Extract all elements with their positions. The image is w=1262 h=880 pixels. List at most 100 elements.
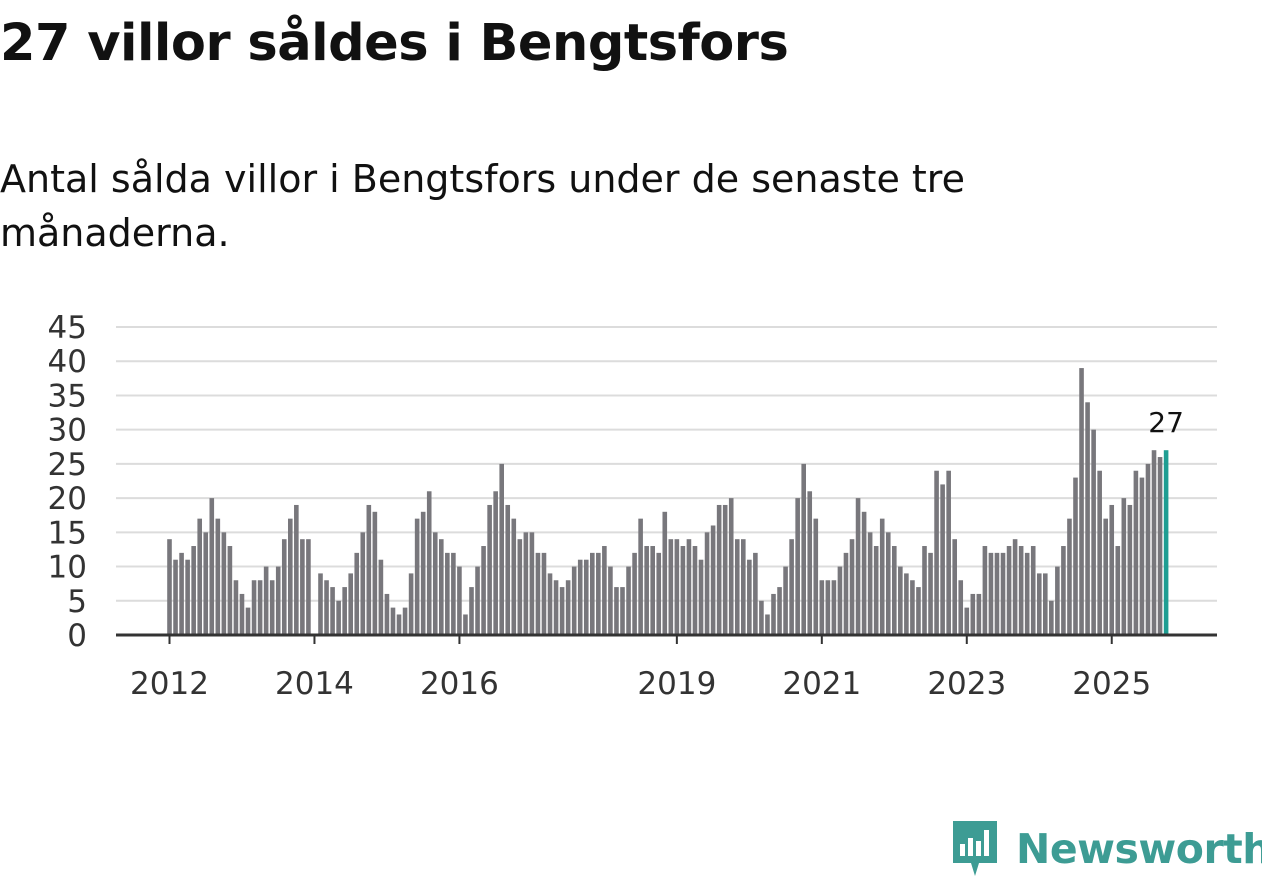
x-tick-label: 2019 <box>637 666 716 702</box>
bar <box>408 573 414 635</box>
bar <box>221 532 227 635</box>
bar <box>257 580 263 635</box>
bar <box>402 607 408 635</box>
bar <box>922 546 927 635</box>
bar <box>475 566 480 635</box>
bar <box>807 491 813 635</box>
bar <box>505 504 511 635</box>
bar <box>426 491 432 635</box>
bar <box>1091 429 1096 635</box>
bar <box>499 463 504 635</box>
bar <box>469 587 474 635</box>
bar <box>662 511 668 635</box>
chart-subtitle: Antal sålda villor i Bengtsfors under de… <box>0 157 965 255</box>
newsworthy-logo-icon <box>953 821 997 876</box>
bar <box>378 559 384 635</box>
bar <box>698 559 704 635</box>
bar <box>445 552 450 635</box>
bar <box>167 539 172 635</box>
bar <box>795 498 800 635</box>
bar <box>390 607 396 635</box>
bar <box>1151 450 1157 635</box>
bar <box>674 539 680 635</box>
bar <box>571 566 577 635</box>
x-tick-label: 2012 <box>130 666 209 702</box>
bar <box>976 593 982 635</box>
bar <box>885 532 891 635</box>
bar <box>1121 498 1127 635</box>
bar <box>970 593 976 635</box>
bar <box>559 587 565 635</box>
bar <box>553 580 559 635</box>
bar <box>1157 457 1163 635</box>
bar <box>251 580 257 635</box>
bar <box>928 552 933 635</box>
bar <box>185 559 190 635</box>
bar <box>233 580 239 635</box>
bar <box>1006 546 1012 635</box>
bar <box>384 593 390 635</box>
bar <box>801 463 806 635</box>
bar <box>1145 463 1151 635</box>
bar <box>1049 600 1054 635</box>
bar <box>1097 470 1102 635</box>
bar <box>1000 552 1006 635</box>
bar <box>493 491 498 635</box>
bar <box>910 580 915 635</box>
bar <box>734 539 740 635</box>
bar <box>281 539 287 635</box>
chart-title: 27 villor såldes i Bengtsfors <box>0 14 789 73</box>
bar <box>529 532 535 635</box>
bar <box>916 587 921 635</box>
bar <box>741 539 746 635</box>
bar <box>855 498 861 635</box>
bar <box>457 566 462 635</box>
bar <box>372 511 378 635</box>
bar <box>608 566 613 635</box>
bar <box>420 511 426 635</box>
bar <box>656 552 662 635</box>
bar <box>789 539 794 635</box>
bar <box>336 600 341 635</box>
bar <box>1055 566 1060 635</box>
bar <box>523 532 529 635</box>
bar <box>898 566 903 635</box>
bar <box>487 504 492 635</box>
bar <box>638 518 643 635</box>
bar <box>1024 552 1030 635</box>
x-tick-label: 2025 <box>1072 666 1151 702</box>
brand-name: Newsworthy <box>1016 825 1262 873</box>
y-tick-label: 25 <box>48 447 87 483</box>
x-tick-label: 2014 <box>275 666 354 702</box>
bar <box>463 614 468 635</box>
bar <box>1127 504 1133 635</box>
bar <box>1067 518 1072 635</box>
bar <box>958 580 964 635</box>
x-tick-label: 2021 <box>782 666 861 702</box>
bar <box>668 539 674 635</box>
bar <box>710 525 716 635</box>
bar <box>360 532 366 635</box>
x-axis-ticks: 2012 2014 2016 2019 2021 2023 2025 <box>130 635 1151 702</box>
bar <box>583 559 589 635</box>
y-tick-label: 10 <box>48 550 87 586</box>
bar <box>432 532 438 635</box>
bar-highlight <box>1163 450 1169 635</box>
bar <box>1036 573 1042 635</box>
bar <box>1109 504 1115 635</box>
bar <box>650 546 655 635</box>
bar <box>843 552 849 635</box>
bar <box>263 566 269 635</box>
bar <box>879 518 885 635</box>
bar <box>1079 368 1084 635</box>
bar <box>541 552 547 635</box>
bar <box>777 587 782 635</box>
y-tick-label: 45 <box>48 310 87 346</box>
newsworthy-logo: Newsworthy <box>950 818 1262 880</box>
bar <box>348 573 353 635</box>
bar <box>892 546 897 635</box>
bars <box>167 368 1169 635</box>
bar <box>994 552 1000 635</box>
